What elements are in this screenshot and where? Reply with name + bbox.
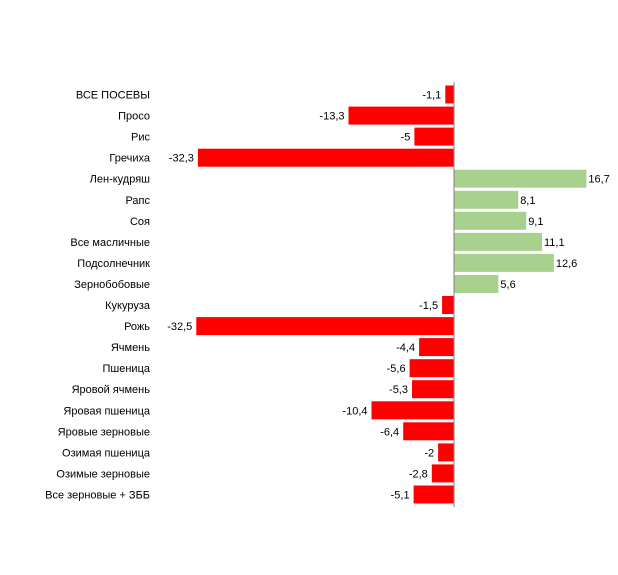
category-label-17: Озимая пшеница bbox=[62, 447, 151, 459]
category-label-19: Все зерновые + ЗББ bbox=[45, 490, 150, 502]
bar-13 bbox=[409, 359, 454, 378]
bar-14 bbox=[412, 380, 454, 399]
bar-5 bbox=[454, 190, 519, 209]
bar-2 bbox=[414, 127, 454, 146]
bar-10 bbox=[442, 296, 454, 314]
category-label-4: Лен-кудряш bbox=[90, 174, 151, 186]
category-label-3: Гречиха bbox=[109, 153, 150, 165]
bar-8 bbox=[454, 253, 554, 272]
value-label-16: -6,4 bbox=[380, 426, 399, 438]
value-label-4: 16,7 bbox=[588, 174, 609, 186]
bar-16 bbox=[403, 422, 454, 441]
bar-15 bbox=[371, 401, 454, 420]
value-label-5: 8,1 bbox=[520, 195, 535, 207]
value-label-18: -2,8 bbox=[409, 468, 428, 480]
bar-11 bbox=[196, 317, 455, 336]
value-label-6: 9,1 bbox=[528, 216, 543, 228]
value-label-8: 12,6 bbox=[556, 258, 577, 270]
value-label-10: -1,5 bbox=[419, 300, 438, 312]
category-label-1: Просо bbox=[118, 111, 150, 123]
value-label-14: -5,3 bbox=[389, 384, 408, 396]
value-label-19: -5,1 bbox=[391, 490, 410, 502]
bar-12 bbox=[419, 338, 454, 357]
value-label-9: 5,6 bbox=[500, 279, 515, 291]
bar-7 bbox=[454, 232, 542, 251]
bar-1 bbox=[348, 106, 454, 125]
value-label-15: -10,4 bbox=[342, 405, 367, 417]
category-label-5: Рапс bbox=[125, 195, 150, 207]
value-label-0: -1,1 bbox=[422, 90, 441, 102]
value-label-11: -32,5 bbox=[167, 321, 192, 333]
value-label-13: -5,6 bbox=[387, 363, 406, 375]
category-label-15: Яровая пшеница bbox=[63, 405, 150, 417]
bar-3 bbox=[197, 148, 454, 167]
value-label-3: -32,3 bbox=[169, 153, 194, 165]
bar-0 bbox=[445, 85, 454, 104]
bar-9 bbox=[454, 275, 499, 293]
bar-17 bbox=[438, 443, 454, 462]
category-label-16: Яровые зерновые bbox=[58, 426, 150, 438]
bar-6 bbox=[454, 211, 527, 230]
value-label-17: -2 bbox=[424, 447, 434, 459]
bar-19 bbox=[413, 485, 454, 504]
category-label-14: Яровой ячмень bbox=[72, 384, 151, 396]
category-label-11: Рожь bbox=[124, 321, 150, 333]
category-label-18: Озимые зерновые bbox=[56, 468, 150, 480]
bars-group bbox=[196, 85, 587, 504]
category-label-7: Все масличные bbox=[70, 237, 150, 249]
bar-18 bbox=[431, 464, 454, 483]
category-label-12: Ячмень bbox=[111, 342, 150, 354]
category-label-6: Соя bbox=[130, 216, 150, 228]
category-label-9: Зернобобовые bbox=[74, 279, 150, 291]
category-labels-group: ВСЕ ПОСЕВЫ Просо Рис Гречиха Лен-кудряш Рапс С… bbox=[45, 90, 151, 502]
category-label-2: Рис bbox=[131, 132, 150, 144]
value-label-7: 11,1 bbox=[544, 237, 565, 249]
value-label-1: -13,3 bbox=[319, 111, 344, 123]
category-label-0: ВСЕ ПОСЕВЫ bbox=[76, 90, 150, 102]
bar-4 bbox=[454, 169, 587, 188]
value-labels-group: -1,1 -13,3 -5 -32,3 16,7 8,1 9,111,1 12,6 5,6 -1,… bbox=[167, 90, 610, 502]
value-label-12: -4,4 bbox=[396, 342, 415, 354]
category-label-10: Кукуруза bbox=[105, 300, 151, 312]
value-label-2: -5 bbox=[401, 132, 411, 144]
category-label-8: Подсолнечник bbox=[77, 258, 150, 270]
category-label-13: Пшеница bbox=[103, 363, 151, 375]
